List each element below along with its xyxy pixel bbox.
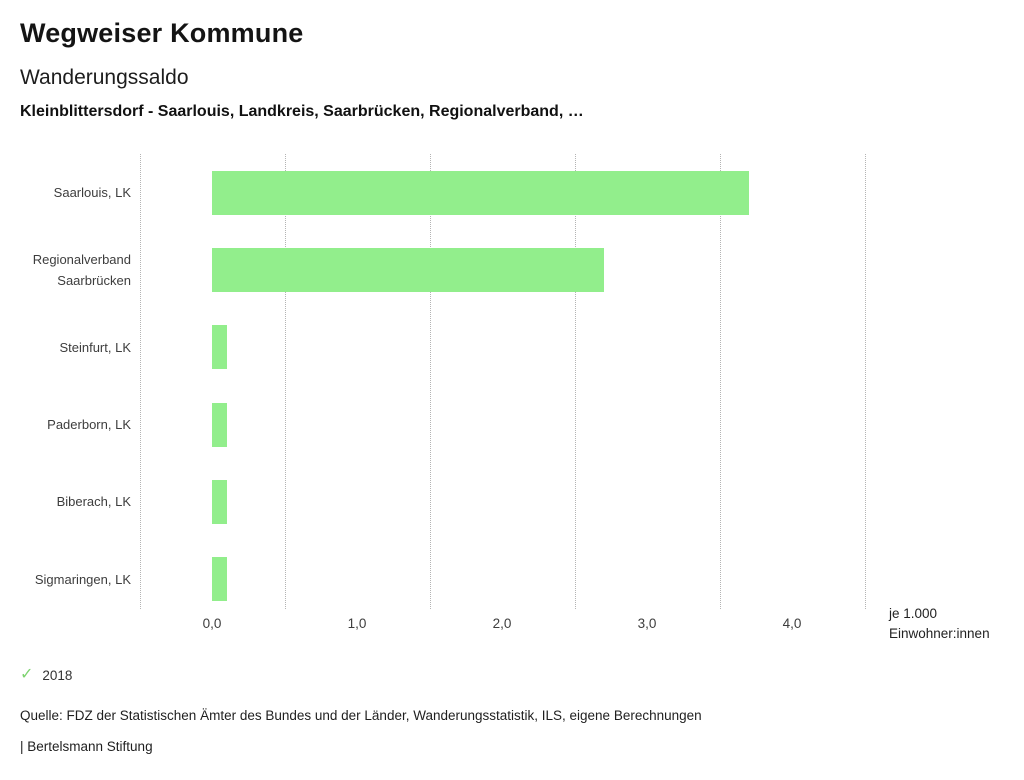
x-tick-label: 4,0 xyxy=(782,616,802,631)
gridline xyxy=(574,154,576,609)
gridline xyxy=(864,154,866,609)
bar[interactable] xyxy=(212,402,227,447)
category-label: Saarlouis, LK xyxy=(53,185,131,201)
attribution: | Bertelsmann Stiftung xyxy=(20,739,153,754)
chart-subtitle: Wanderungssaldo xyxy=(20,66,189,89)
bar[interactable] xyxy=(212,247,604,292)
check-icon: ✓ xyxy=(20,666,34,683)
page-title: Wegweiser Kommune xyxy=(20,18,304,48)
gridline xyxy=(284,154,286,609)
chart-context-line: Kleinblittersdorf - Saarlouis, Landkreis… xyxy=(20,103,584,120)
bar[interactable] xyxy=(212,170,749,215)
legend-item-2018[interactable]: ✓ 2018 xyxy=(20,667,72,683)
category-label: Sigmaringen, LK xyxy=(34,571,131,587)
category-label: Regionalverband Saarbrücken xyxy=(32,251,131,288)
category-label: Biberach, LK xyxy=(56,494,131,510)
bar[interactable] xyxy=(212,557,227,602)
category-label: Steinfurt, LK xyxy=(59,339,131,355)
x-tick-label: 1,0 xyxy=(347,616,367,631)
category-label: Paderborn, LK xyxy=(47,417,131,433)
legend-label: 2018 xyxy=(42,667,73,683)
gridline xyxy=(719,154,721,609)
axis-unit-label: je 1.000 xyxy=(889,606,938,621)
gridline xyxy=(429,154,431,609)
x-tick-label: 2,0 xyxy=(492,616,512,631)
bar[interactable] xyxy=(212,325,227,370)
axis-unit-label: Einwohner:innen xyxy=(889,626,990,641)
x-tick-label: 0,0 xyxy=(202,616,222,631)
bar[interactable] xyxy=(212,479,227,524)
gridline xyxy=(139,154,141,609)
source-note: Quelle: FDZ der Statistischen Ämter des … xyxy=(20,708,702,723)
x-tick-label: 3,0 xyxy=(637,616,657,631)
